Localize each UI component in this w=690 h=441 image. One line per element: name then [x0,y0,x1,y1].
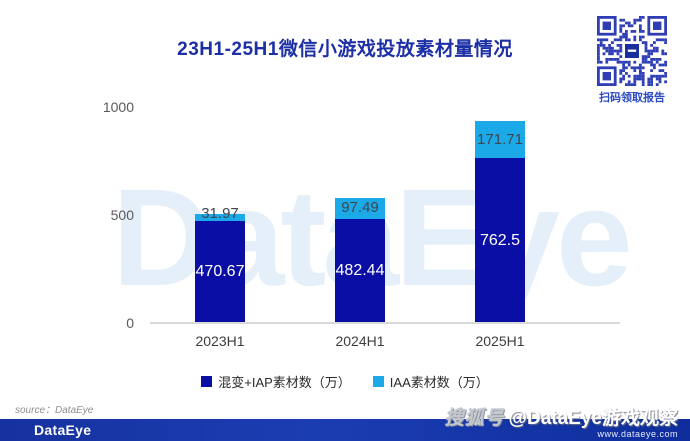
dataeye-logo: DataEye [34,422,92,438]
y-tick-label: 0 [126,315,134,331]
publisher-watermark: 搜狐号 @DataEye游戏观察 www.dataeye.com [444,409,678,440]
source-note: source：DataEye [15,405,94,416]
bar-value-iap: 762.5 [479,231,521,249]
x-axis-labels: 2023H1 2024H1 2025H1 [150,333,620,349]
bar-value-iap: 470.67 [195,263,245,281]
y-tick-label: 1000 [102,99,134,115]
x-axis-label: 2025H1 [475,333,525,349]
legend-swatch [372,376,384,387]
bar-group: 482.44 97.49 [290,107,430,323]
legend-item: 混变+IAP素材数（万） [201,372,351,391]
y-axis-ticks: 0 500 1000 [90,99,140,331]
publisher-row: 搜狐号 @DataEye游戏观察 [444,409,678,429]
x-axis-label: 2023H1 [195,333,245,349]
legend-label: 混变+IAP素材数（万） [218,375,351,390]
bar-group: 470.67 31.97 [150,107,290,323]
bar-group: 762.5 171.71 [430,107,570,323]
legend-swatch [201,376,213,387]
y-tick-label: 500 [110,207,134,223]
stacked-bar: 482.44 97.49 [335,107,385,323]
bar-segment-iaa [475,121,525,159]
stacked-bar: 470.67 31.97 [195,107,245,323]
bar-value-iap: 482.44 [335,261,385,279]
bars-container: 470.67 31.97 482.44 97.49 762.5 171.71 [150,107,620,323]
bar-segment-iap [475,158,525,323]
qr-code-block: 扫码领取报告 [594,16,670,105]
website-url: www.dataeye.com [597,429,678,439]
x-axis-label: 2024H1 [335,333,385,349]
plot-area: 470.67 31.97 482.44 97.49 762.5 171.71 [150,107,620,324]
bar-value-iaa: 97.49 [341,199,379,217]
x-axis-line [150,322,620,324]
bar-segment-iap [195,221,245,323]
stacked-bar: 762.5 171.71 [475,107,525,323]
bar-value-iaa: 171.71 [477,130,523,148]
bar-segment-iaa [195,214,245,222]
legend-item: IAA素材数（万） [372,372,489,391]
qr-caption: 扫码领取报告 [599,92,665,104]
bar-value-iaa: 31.97 [201,205,239,223]
footer-bar: DataEye [0,419,690,441]
bar-segment-iap [335,218,385,323]
platform-badge: 搜狐号 [444,408,505,429]
bar-segment-iaa [335,197,385,219]
chart-title: 23H1-25H1微信小游戏投放素材量情况 [177,39,513,60]
publisher-handle: @DataEye游戏观察 [508,408,678,429]
legend-label: IAA素材数（万） [389,375,489,390]
qr-code-icon [597,16,667,86]
legend: 混变+IAP素材数（万） IAA素材数（万） [0,372,690,391]
